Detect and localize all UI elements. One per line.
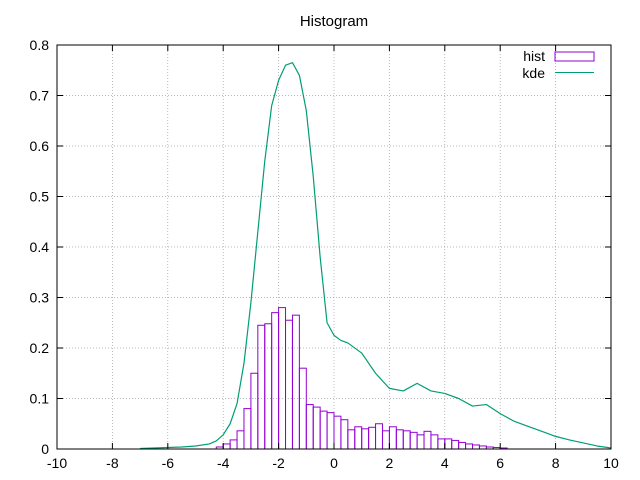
histogram-bar [375, 423, 383, 450]
histogram-bar [402, 430, 411, 450]
histogram-bar [444, 438, 453, 450]
axis-ticks: -10 -8 -6 -4 -2 0 2 4 6 8 10 0 0.1 0.2 0.3 0.4 0.5 0.6 0.7… [30, 37, 619, 471]
histogram-bar [326, 412, 335, 450]
x-tick-label: 10 [603, 455, 619, 471]
y-tick-label: 0.4 [30, 239, 50, 255]
y-tick-label: 0.5 [30, 189, 50, 205]
histogram-bar [278, 307, 287, 450]
histogram-bar [423, 430, 432, 450]
x-tick-label: 2 [386, 455, 394, 471]
histogram-bar [430, 434, 439, 450]
histogram-bar [305, 404, 314, 450]
histogram-bar [236, 430, 245, 450]
y-tick-label: 0.3 [30, 290, 50, 306]
histogram-bars [215, 307, 508, 450]
histogram-bar [361, 428, 370, 450]
y-tick-label: 0.2 [30, 340, 50, 356]
y-tick-label: 0 [41, 441, 49, 457]
kde-curve-layer [140, 62, 612, 450]
histogram-bar [437, 438, 446, 450]
histogram-bar [222, 443, 231, 450]
chart-title: Histogram [300, 13, 368, 30]
histogram-bar [354, 426, 363, 450]
histogram-bar [229, 439, 238, 450]
legend-swatch-hist [554, 51, 595, 62]
histogram-bar [250, 372, 259, 450]
legend-label-hist: hist [523, 48, 545, 64]
histogram-bar [465, 443, 474, 450]
histogram-bar [291, 314, 300, 450]
histogram-bar [243, 408, 252, 450]
histogram-bar [333, 415, 342, 450]
histogram-bar [409, 431, 418, 450]
histogram-bar [458, 441, 467, 450]
histogram-bar [319, 410, 328, 450]
grid-lines [57, 45, 611, 449]
x-tick-label: -2 [272, 455, 285, 471]
x-tick-label: -4 [217, 455, 230, 471]
histogram-bar [451, 439, 460, 450]
x-tick-label: 6 [496, 455, 504, 471]
x-tick-label: -10 [47, 455, 67, 471]
histogram-bar [257, 324, 266, 450]
kde-curve [140, 62, 612, 450]
x-tick-label: -6 [162, 455, 175, 471]
histogram-bar [312, 406, 321, 450]
histogram-bar [264, 323, 273, 450]
x-tick-label: 0 [330, 455, 338, 471]
histogram-bar [298, 367, 307, 450]
histogram-bar [285, 319, 293, 450]
histogram-bar [340, 419, 349, 450]
y-tick-label: 0.6 [30, 138, 50, 154]
y-tick-label: 0.8 [30, 37, 50, 53]
histogram-bar [381, 430, 390, 450]
histogram-bar [368, 426, 377, 450]
histogram-bar [395, 429, 404, 450]
chart-legend: hist kde [522, 48, 595, 81]
histogram-bar [388, 426, 397, 450]
legend-label-kde: kde [522, 65, 545, 81]
histogram-bar [472, 444, 480, 450]
x-tick-label: 4 [441, 455, 449, 471]
x-tick-label: 8 [552, 455, 560, 471]
histogram-bar [416, 434, 425, 450]
histogram-bar [271, 312, 280, 450]
y-tick-label: 0.1 [30, 391, 50, 407]
y-tick-label: 0.7 [30, 88, 50, 104]
histogram-bar [347, 429, 356, 450]
x-tick-label: -8 [106, 455, 119, 471]
